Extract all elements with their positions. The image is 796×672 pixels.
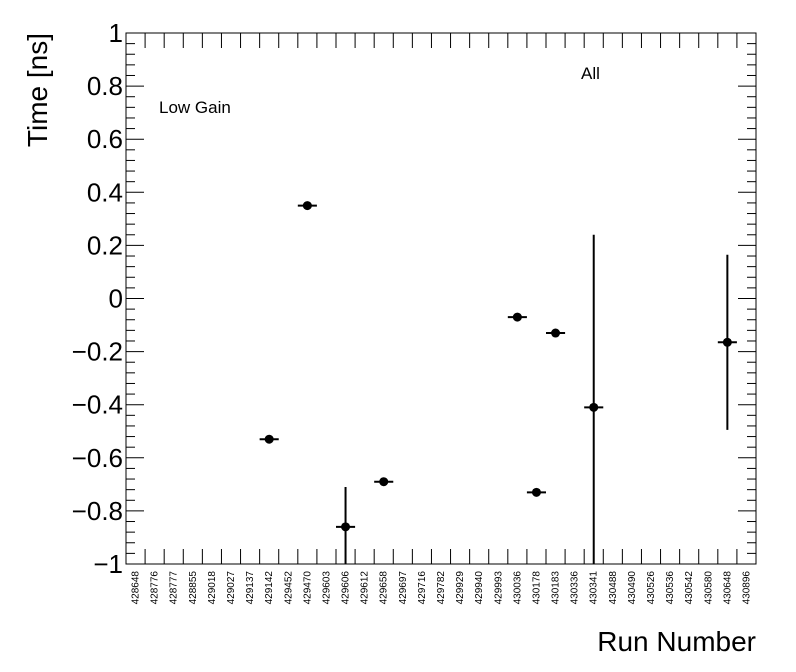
x-tick-label: 430488 [608,571,619,605]
data-point [374,477,394,487]
marker [302,201,312,211]
y-tick-label: −0.8 [72,496,123,526]
marker [722,337,732,347]
x-tick-label: 430526 [646,571,657,605]
x-tick-label: 429658 [379,571,390,605]
x-tick-label: 429018 [207,571,218,605]
data-point [507,312,527,322]
x-tick-label: 430490 [627,571,638,605]
x-tick-label: 430178 [531,571,542,605]
x-tick-label: 429470 [302,571,313,605]
x-tick-label: 429606 [341,571,352,605]
x-tick-label: 430896 [741,571,752,605]
x-tick-label: 429137 [245,571,256,605]
x-tick-label: 429993 [493,571,504,605]
marker [551,328,561,338]
x-tick-label: 430580 [703,571,714,605]
x-tick-label: 430341 [589,571,600,605]
x-tick-label: 429940 [474,571,485,605]
x-tick-label: 430183 [551,571,562,605]
y-tick-label: −0.6 [72,443,123,473]
annotation-low-gain: Low Gain [159,98,231,117]
y-tick-label: 0 [109,284,123,314]
marker [341,522,351,532]
y-tick-label: 0.2 [87,230,123,260]
marker [589,402,599,412]
marker [264,434,274,444]
y-tick-label: −0.2 [72,337,123,367]
x-tick-label: 430336 [570,571,581,605]
x-tick-label: 430648 [722,571,733,605]
x-tick-label: 428776 [150,571,161,605]
y-tick-label: 0.4 [87,177,123,207]
x-tick-label: 429142 [264,571,275,605]
y-axis: 1 0.8 0.6 0.4 0.2 0 −0.2 −0.4 −0.6 −0.8 −1 [72,18,756,579]
x-tick-label: 429716 [417,571,428,605]
x-tick-label: 429697 [398,571,409,605]
x-tick-label: 429603 [321,571,332,605]
y-tick-label: 0.8 [87,71,123,101]
y-tick-label: 1 [109,18,123,48]
x-axis: 428648 428776 428777 428855 429018 429027 4291… [125,33,757,605]
data-point [259,434,279,444]
x-tick-label: 429782 [436,571,447,605]
marker [512,312,522,322]
x-tick-label: 429929 [455,571,466,605]
x-tick-label: 430536 [665,571,676,605]
x-tick-label: 428648 [131,571,142,605]
marker [531,487,541,497]
y-axis-title: Time [ns] [22,33,53,147]
data-point [336,487,356,564]
x-tick-label: 429027 [226,571,237,605]
y-tick-label: −1 [93,549,123,579]
x-tick-label: 428777 [169,571,180,605]
data-point [526,487,546,497]
x-tick-label: 429452 [283,571,294,605]
data-point [717,254,737,430]
x-tick-label: 428855 [188,571,199,605]
x-tick-label: 430036 [512,571,523,605]
x-tick-label: 430542 [684,571,695,605]
y-tick-label: −0.4 [72,390,123,420]
x-axis-title: Run Number [597,626,756,657]
data-points [259,201,737,564]
data-point [297,201,317,211]
annotation-all: All [581,64,600,83]
data-point [546,328,566,338]
data-point [584,234,604,564]
marker [379,477,389,487]
x-tick-label: 429612 [360,571,371,605]
y-tick-label: 0.6 [87,124,123,154]
